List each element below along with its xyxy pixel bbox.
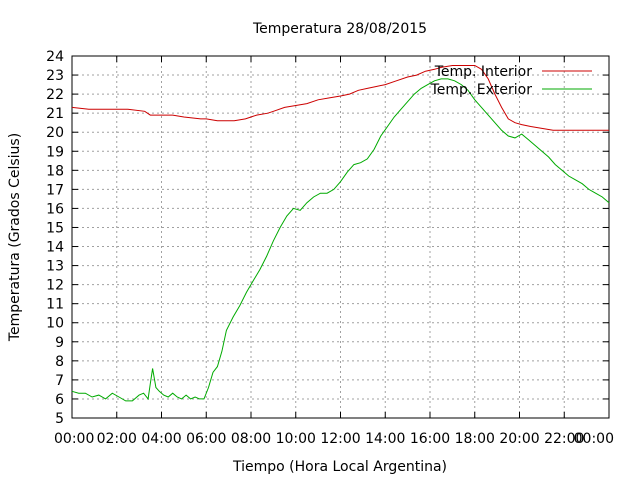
grid	[72, 56, 609, 418]
legend-label-temp-exterior: Temp. Exterior	[430, 82, 533, 98]
x-tick-label: 12:00	[320, 431, 360, 447]
y-tick-label: 24	[46, 49, 64, 65]
y-tick-label: 18	[46, 163, 64, 179]
x-tick-label: 22:00	[544, 431, 584, 447]
y-tick-label: 21	[46, 106, 64, 122]
legend: Temp. Interior Temp. Exterior	[430, 64, 592, 98]
x-axis-label: Tiempo (Hora Local Argentina)	[232, 459, 447, 475]
x-tick-label: 18:00	[455, 431, 495, 447]
y-tick-label: 23	[46, 68, 64, 84]
x-tick-label: 00:00	[54, 431, 94, 447]
x-tick-label: 10:00	[276, 431, 316, 447]
y-tick-label: 22	[46, 87, 64, 103]
y-tick-label: 6	[55, 392, 64, 408]
x-tick-label: 04:00	[141, 431, 181, 447]
series-line-temp-exterior	[71, 78, 610, 402]
y-tick-label: 12	[46, 278, 64, 294]
y-tick-label: 15	[46, 220, 64, 236]
y-tick-label: 13	[46, 259, 64, 275]
legend-label-temp-interior: Temp. Interior	[434, 64, 533, 80]
y-axis-label: Temperatura (Grados Celsius)	[7, 133, 23, 342]
x-tick-label: 00:00	[574, 431, 614, 447]
x-tick-label: 06:00	[186, 431, 226, 447]
x-tick-label: 20:00	[499, 431, 539, 447]
axis-ticks: 5 6 7 8 9 10 11 12 13 14 15 16 17 18 19 20 21 22 23 24 00:00…	[46, 49, 614, 447]
chart-title: Temperatura 28/08/2015	[252, 21, 427, 37]
y-tick-label: 19	[46, 144, 64, 160]
y-tick-label: 9	[55, 335, 64, 351]
y-tick-label: 7	[55, 373, 64, 389]
y-tick-label: 14	[46, 240, 64, 256]
series-line-temp-interior	[71, 65, 609, 131]
y-tick-label: 5	[55, 411, 64, 427]
y-tick-label: 20	[46, 125, 64, 141]
x-tick-label: 02:00	[97, 431, 137, 447]
x-tick-label: 08:00	[231, 431, 271, 447]
y-tick-label: 11	[46, 297, 64, 313]
x-tick-label: 14:00	[365, 431, 405, 447]
y-tick-label: 10	[46, 316, 64, 332]
y-tick-label: 16	[46, 201, 64, 217]
x-tick-label: 16:00	[410, 431, 450, 447]
y-tick-label: 8	[55, 354, 64, 370]
y-tick-label: 17	[46, 182, 64, 198]
series-lines	[71, 65, 610, 402]
